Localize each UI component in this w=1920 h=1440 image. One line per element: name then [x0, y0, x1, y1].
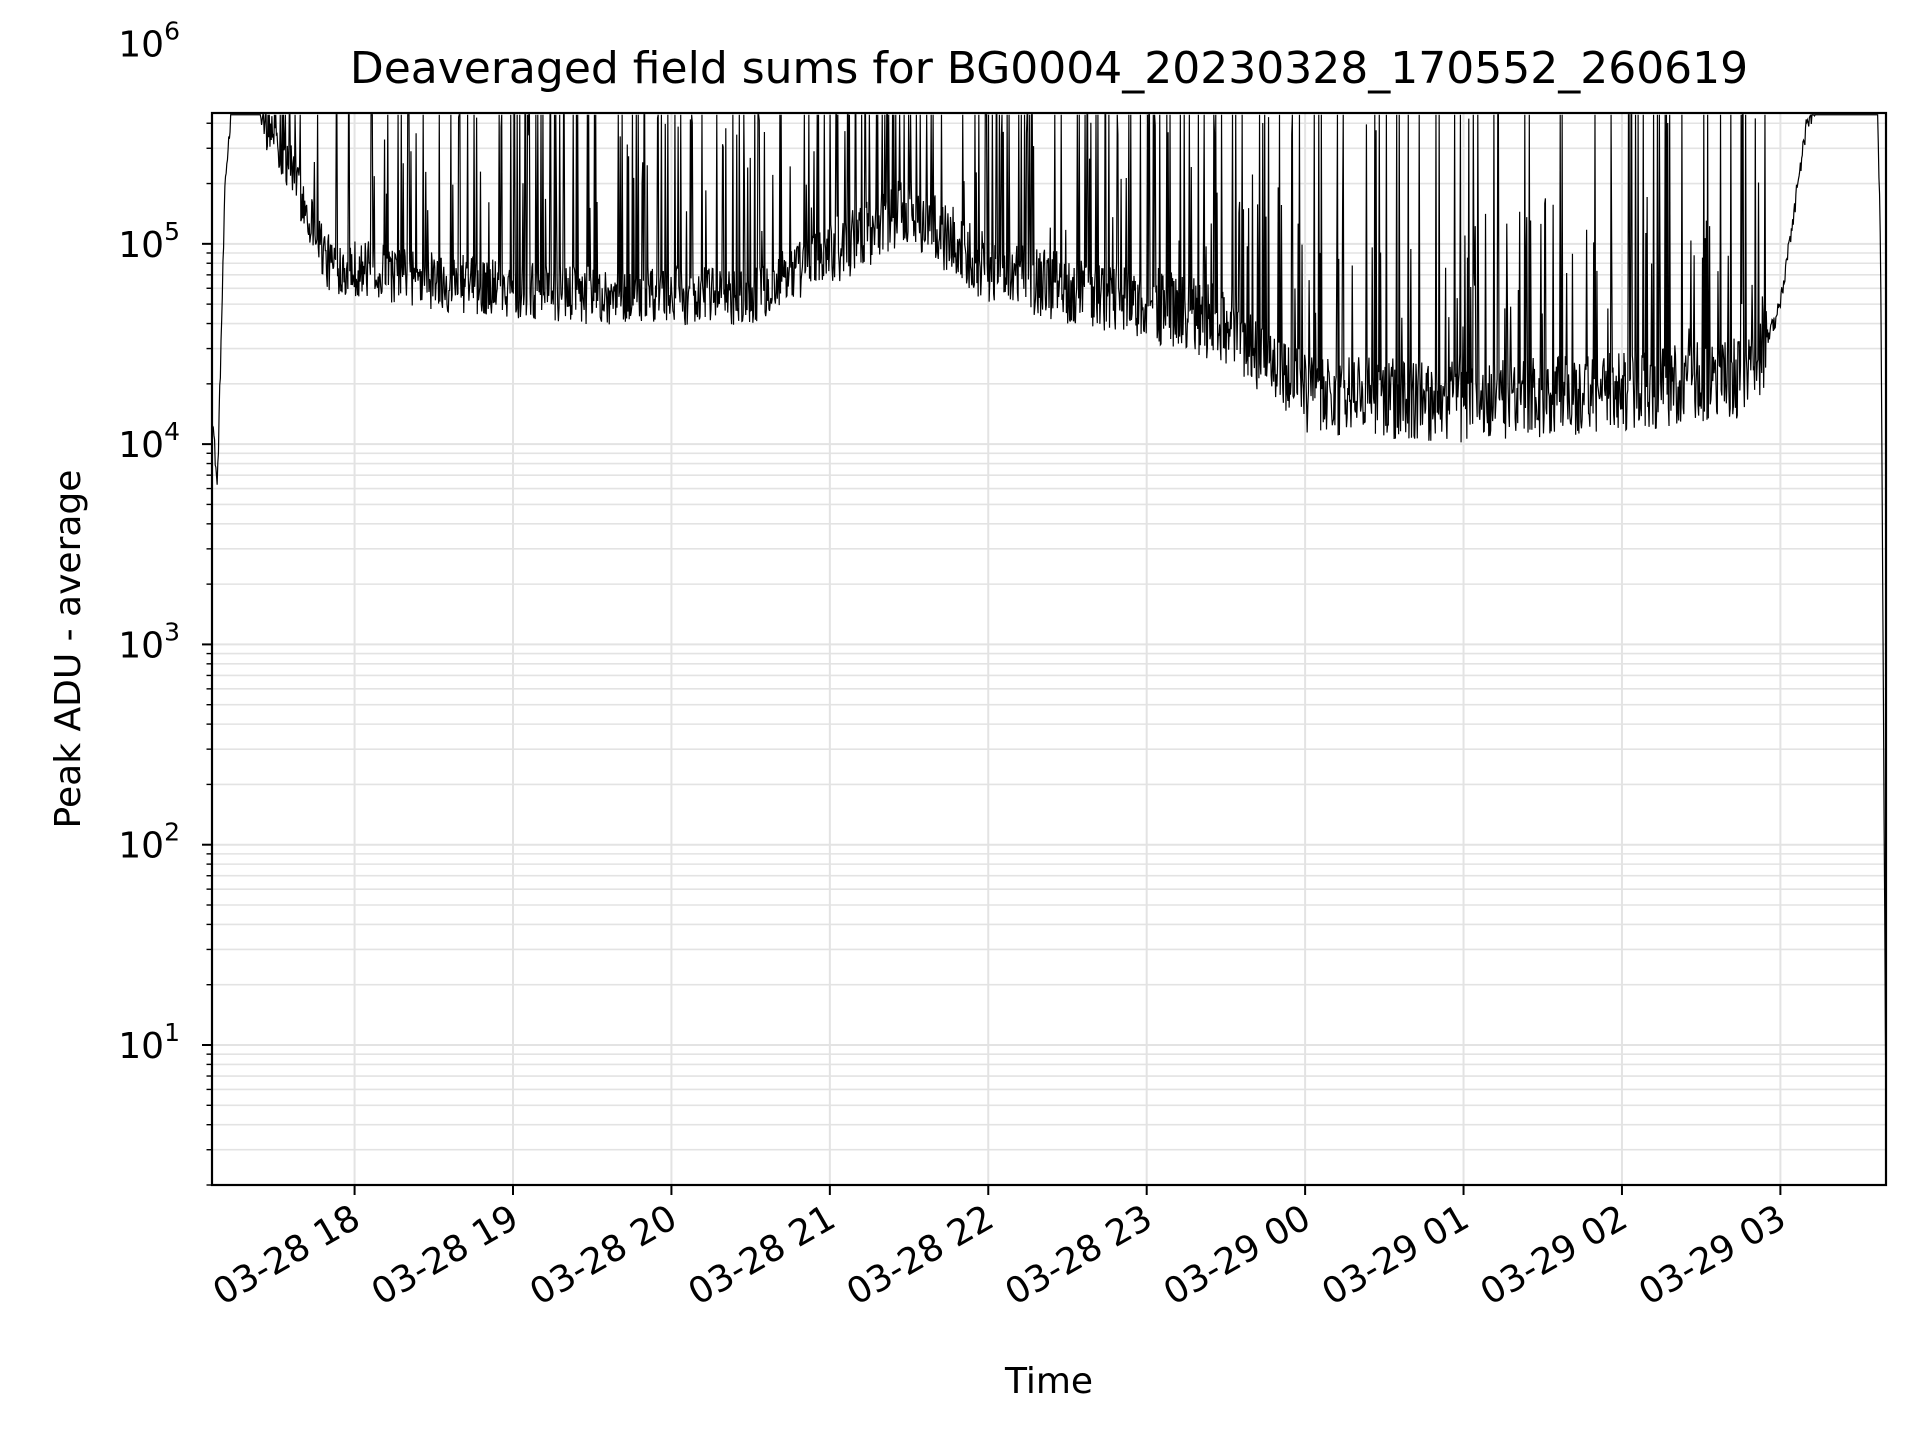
- y-tick-label: 106: [118, 17, 180, 66]
- x-axis-label: Time: [1004, 1361, 1093, 1402]
- y-tick-label-base: 10: [118, 1026, 164, 1067]
- series: [211, 114, 1887, 1116]
- y-tick-label: 104: [118, 417, 180, 466]
- y-tick-label-base: 10: [118, 25, 164, 66]
- y-tick-label-base: 10: [118, 425, 164, 466]
- y-tick-label-exponent: 3: [164, 617, 180, 646]
- y-tick-label-exponent: 1: [164, 1018, 180, 1047]
- grid: [212, 113, 1886, 1186]
- plot-frame: [210, 111, 1888, 1187]
- y-tick-label-exponent: 6: [164, 17, 180, 46]
- y-tick-label-base: 10: [118, 826, 164, 867]
- y-tick-label-base: 10: [118, 225, 164, 266]
- series-line: [211, 114, 1887, 1116]
- y-tick-label-base: 10: [118, 625, 164, 666]
- y-tick-label-exponent: 4: [164, 417, 180, 446]
- y-tick-label: 102: [118, 818, 180, 867]
- y-tick-label-exponent: 5: [164, 217, 180, 246]
- y-tick-label: 101: [118, 1018, 180, 1067]
- y-tick-label: 105: [118, 217, 180, 266]
- y-axis-label: Peak ADU - average: [48, 470, 89, 829]
- y-tick-label: 103: [118, 617, 180, 666]
- chart-title: Deaveraged field sums for BG0004_2023032…: [350, 43, 1748, 94]
- y-tick-label-exponent: 2: [164, 818, 180, 847]
